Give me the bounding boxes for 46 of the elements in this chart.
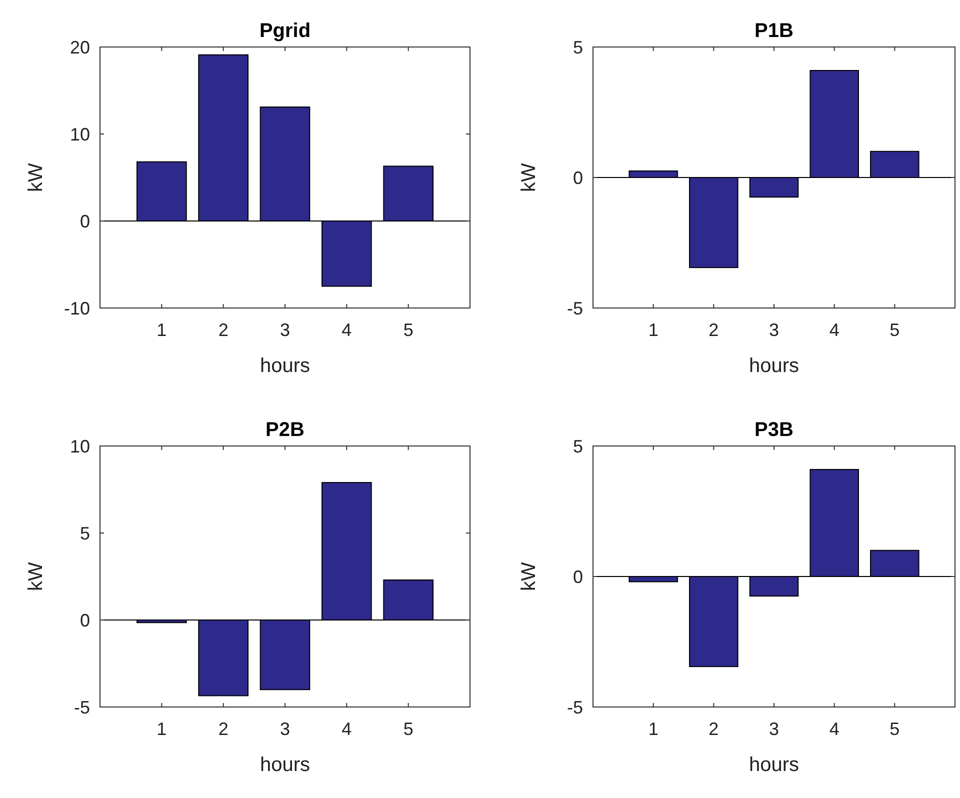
x-tick-label: 5: [403, 719, 414, 739]
x-tick-label: 3: [768, 719, 780, 739]
x-axis-title: hours: [260, 355, 310, 377]
y-tick-label: 20: [70, 37, 90, 58]
x-tick-label: 2: [218, 320, 228, 340]
y-tick-label: 10: [70, 436, 90, 456]
x-tick-label: 4: [829, 320, 840, 340]
x-tick-label: 5: [890, 719, 900, 739]
x-tick-label: 2: [708, 320, 719, 340]
x-tick-label: 1: [156, 719, 167, 739]
x-axis-title: hours: [748, 754, 800, 776]
y-tick-label: 10: [70, 124, 90, 144]
y-tick-label: 0: [572, 168, 583, 188]
y-tick-label: -10: [64, 298, 90, 318]
chart-title: P1B: [754, 20, 794, 42]
x-tick-label: 5: [403, 320, 414, 340]
x-tick-label: 4: [829, 719, 840, 739]
y-tick-label: -5: [74, 697, 90, 718]
y-tick-label: 0: [80, 211, 90, 232]
y-axis-title: kW: [518, 162, 540, 192]
chart-title: Pgrid: [259, 20, 311, 42]
x-tick-label: 2: [218, 719, 228, 739]
x-tick-label: 3: [280, 320, 290, 340]
x-axis-title: hours: [748, 355, 800, 377]
y-axis-title: kW: [25, 162, 47, 192]
x-tick-label: 4: [342, 719, 352, 739]
x-tick-label: 1: [156, 320, 167, 340]
y-tick-label: 0: [80, 610, 90, 630]
y-axis-title: kW: [518, 562, 540, 591]
x-axis-title: hours: [260, 754, 310, 776]
x-tick-label: 1: [648, 719, 658, 739]
y-tick-label: -5: [566, 697, 583, 718]
y-tick-label: 5: [80, 523, 90, 544]
y-tick-label: -5: [566, 298, 583, 318]
x-tick-label: 2: [708, 719, 719, 739]
x-tick-label: 1: [648, 320, 658, 340]
x-tick-label: 4: [342, 320, 352, 340]
x-tick-label: 5: [890, 320, 900, 340]
y-tick-label: 5: [572, 436, 583, 456]
y-tick-label: 0: [572, 566, 583, 587]
chart-title: P3B: [754, 419, 794, 441]
y-axis-title: kW: [25, 562, 47, 591]
x-tick-label: 3: [768, 320, 780, 340]
x-tick-label: 3: [280, 719, 290, 739]
chart-title: P2B: [266, 419, 304, 441]
y-tick-label: 5: [572, 37, 583, 58]
